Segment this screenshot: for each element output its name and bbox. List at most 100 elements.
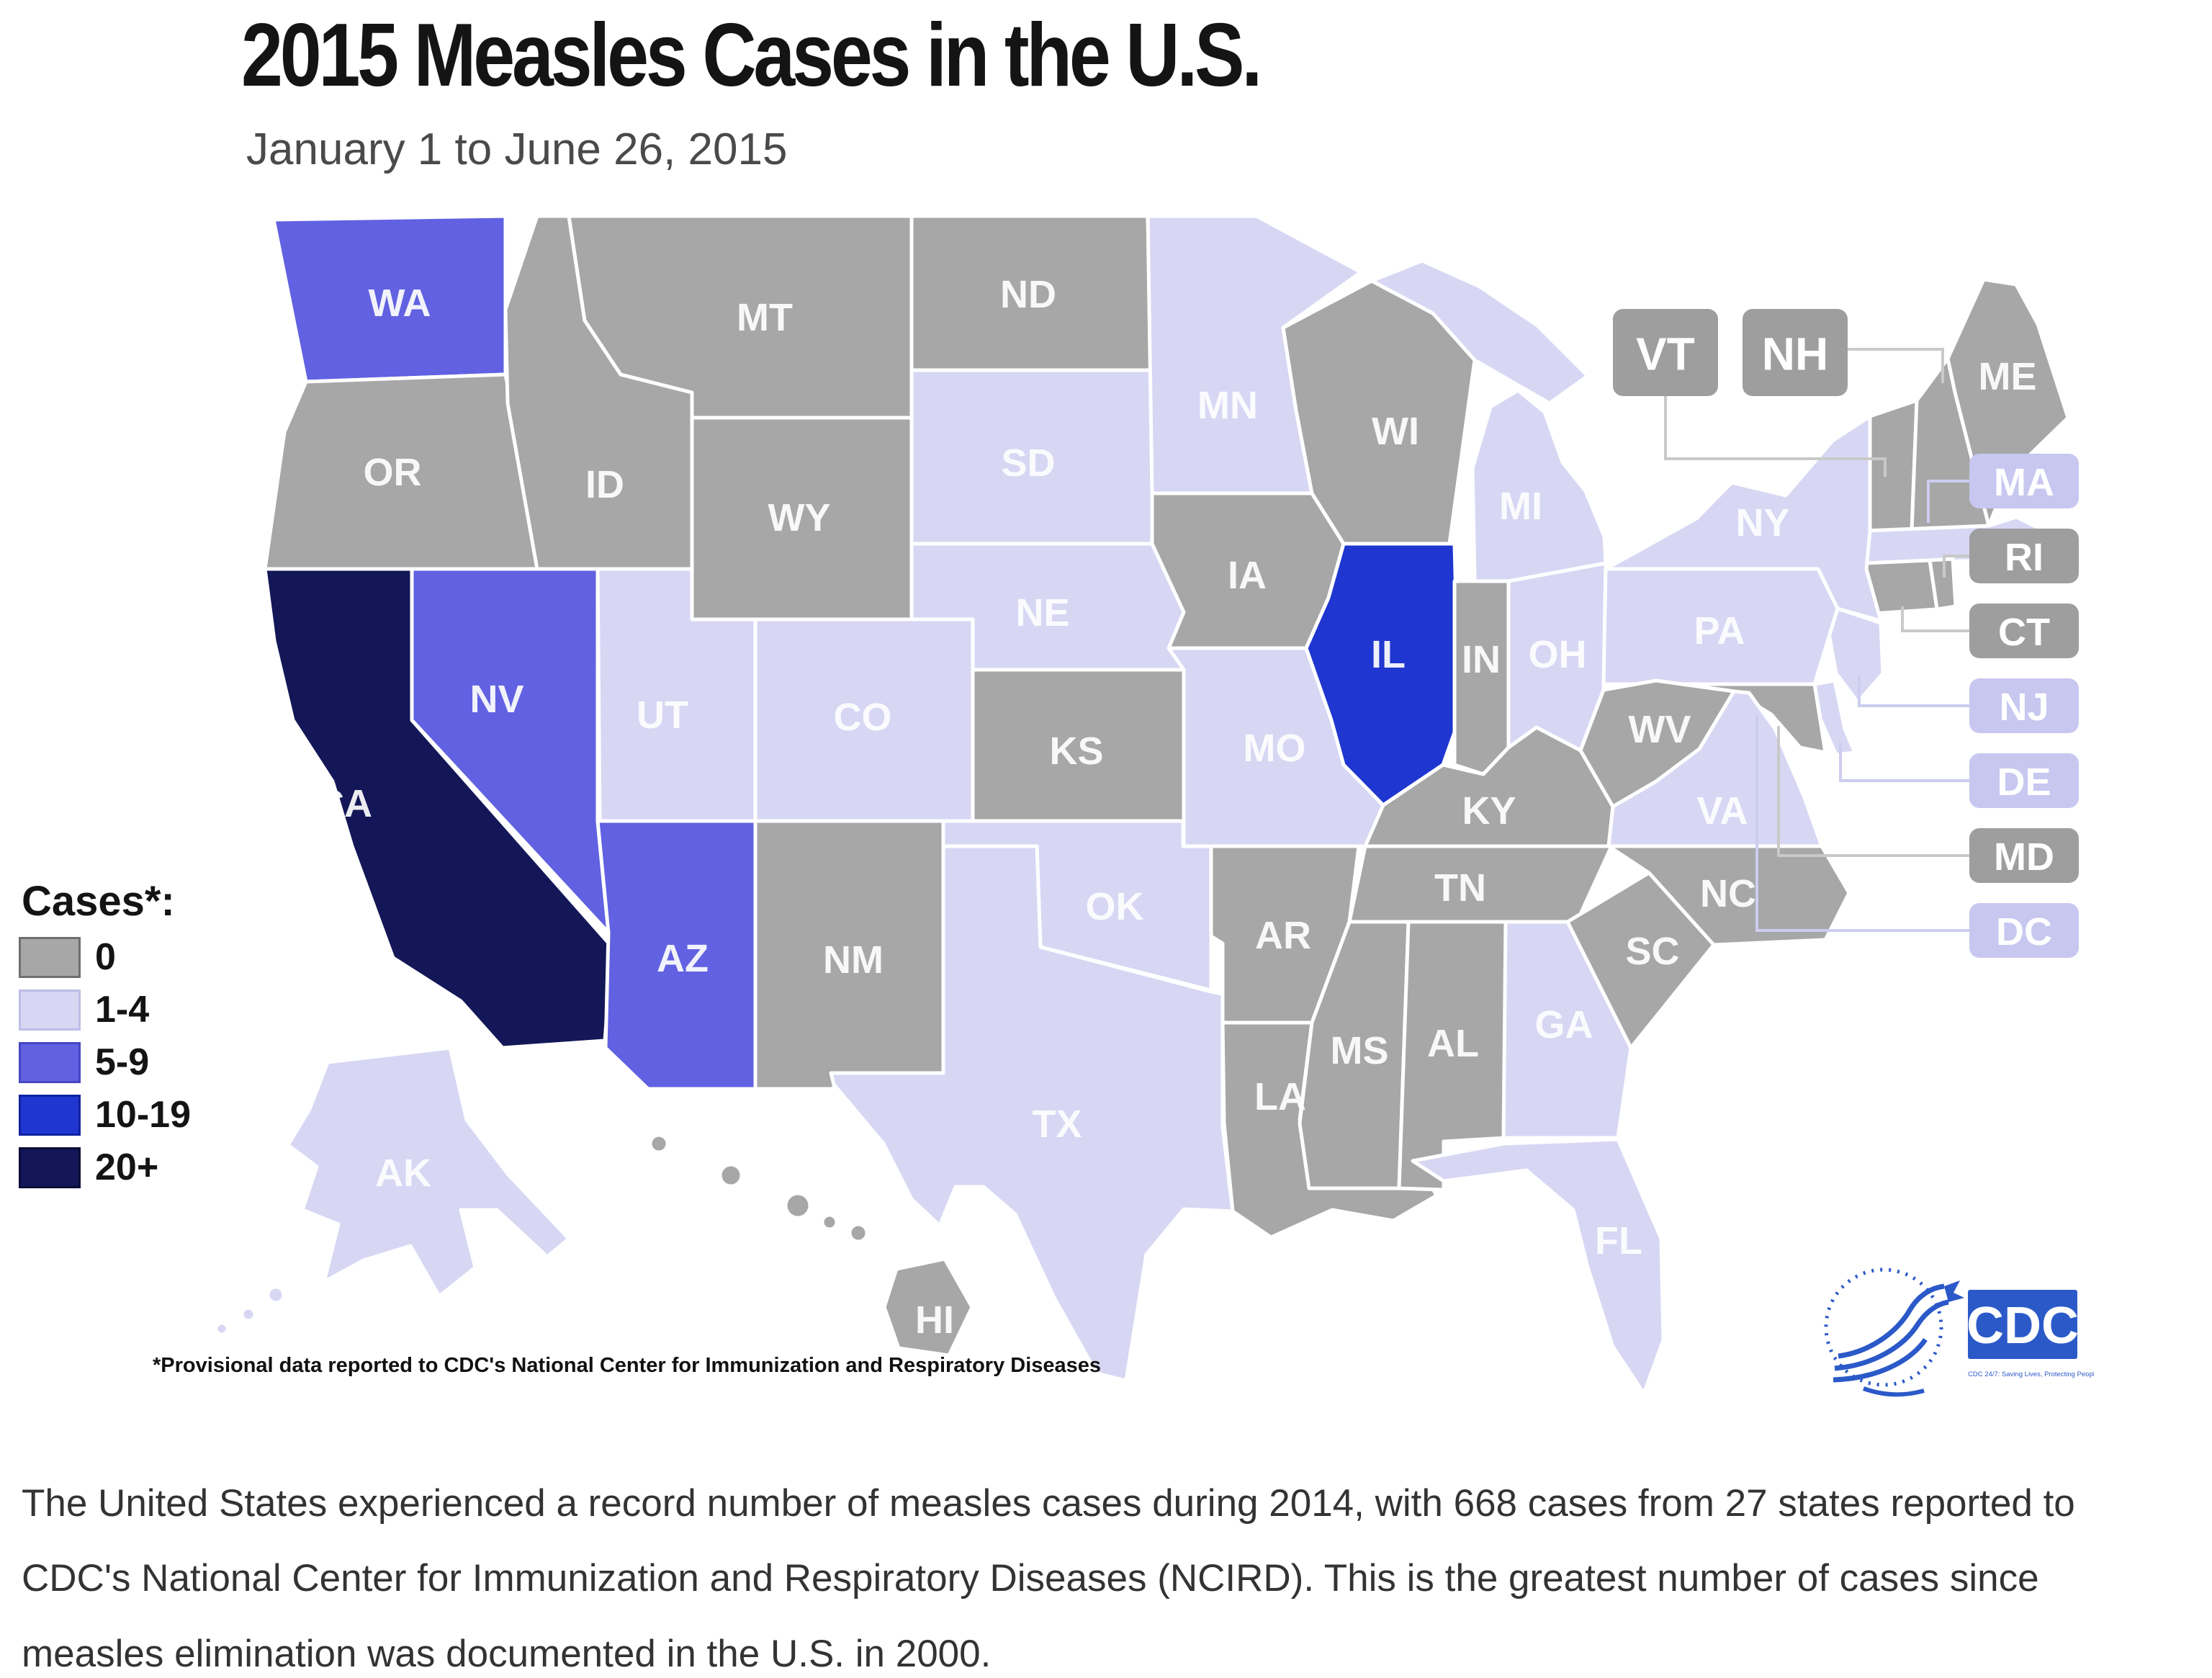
cdc-logo: CDC CDC 24/7: Saving Lives, Protecting P…	[1966, 1290, 2105, 1378]
state-box-label-VT: VT	[1636, 328, 1695, 380]
state-label-FL: FL	[1595, 1219, 1642, 1262]
leader-line-VT	[1664, 396, 1887, 477]
state-box-RI	[1969, 529, 2079, 583]
state-box-VT	[1613, 309, 1718, 396]
state-label-GA: GA	[1535, 1003, 1593, 1046]
leader-line-DE	[1839, 743, 1969, 782]
cdc-hhs-logo: CDC CDC 24/7: Saving Lives, Protecting P…	[1820, 1257, 2105, 1416]
state-label-SD: SD	[1001, 441, 1055, 485]
legend-rows: 0 1-4 5-9 10-19 20+	[19, 936, 191, 1189]
legend-swatch-0	[19, 936, 81, 978]
state-box-label-MD: MD	[1994, 835, 2054, 879]
state-box-label-CT: CT	[1998, 611, 2050, 654]
state-box-NJ	[1969, 678, 2079, 733]
state-label-NV: NV	[469, 678, 523, 721]
state-label-NC: NC	[1700, 872, 1756, 915]
state-label-PA: PA	[1694, 609, 1745, 652]
state-SC	[1565, 871, 1716, 1050]
state-label-NE: NE	[1015, 591, 1069, 634]
state-HI-island	[822, 1214, 837, 1230]
legend-row-1-4: 1-4	[19, 988, 191, 1031]
state-box-MD	[1969, 828, 2079, 883]
state-FL	[1411, 1137, 1665, 1396]
state-label-WY: WY	[768, 496, 831, 539]
map-legend: Cases*: 0 1-4 5-9 10-19 20+	[19, 877, 191, 1198]
state-HI	[882, 1257, 974, 1358]
legend-swatch-1-4	[19, 989, 81, 1031]
state-label-TX: TX	[1032, 1103, 1082, 1146]
state-label-TN: TN	[1434, 866, 1486, 910]
legend-class-label: 5-9	[95, 1041, 150, 1083]
cdc-logo-text: CDC	[1966, 1297, 2079, 1355]
state-AK-island	[241, 1307, 256, 1322]
state-box-label-NH: NH	[1762, 328, 1828, 380]
body-paragraph: The United States experienced a record n…	[22, 1482, 2075, 1675]
cdc-tagline: CDC 24/7: Saving Lives, Protecting Peopl…	[1968, 1370, 2094, 1378]
state-box-label-DE: DE	[1997, 761, 2051, 804]
state-HI-island	[649, 1134, 668, 1153]
state-label-IL: IL	[1371, 633, 1406, 676]
state-label-AL: AL	[1427, 1022, 1479, 1065]
state-NY	[1604, 414, 1883, 623]
leader-line-CT	[1901, 606, 1969, 632]
state-label-MN: MN	[1197, 384, 1258, 427]
leader-line-DC	[1755, 714, 1969, 932]
state-label-MI: MI	[1499, 485, 1542, 528]
state-box-label-RI: RI	[2005, 536, 2044, 579]
state-label-UT: UT	[637, 694, 688, 737]
state-label-AZ: AZ	[657, 937, 709, 980]
state-GA	[1501, 920, 1633, 1140]
state-label-LA: LA	[1254, 1075, 1306, 1118]
state-label-SC: SC	[1625, 930, 1679, 973]
leader-line-MD	[1777, 726, 1969, 857]
state-label-OR: OR	[364, 451, 422, 494]
state-box-NH	[1743, 309, 1848, 396]
legend-row-5-9: 5-9	[19, 1041, 191, 1084]
state-label-WV: WV	[1629, 708, 1691, 751]
legend-swatch-10-19	[19, 1094, 81, 1136]
state-label-VA: VA	[1696, 789, 1748, 833]
state-label-AK: AK	[375, 1152, 431, 1195]
state-box-DC	[1969, 903, 2079, 958]
state-label-NM: NM	[823, 938, 884, 982]
legend-row-10-19: 10-19	[19, 1093, 191, 1136]
state-label-NY: NY	[1735, 501, 1789, 544]
state-label-IN: IN	[1462, 638, 1501, 681]
state-box-label-MA: MA	[1994, 461, 2054, 504]
state-AK-island	[215, 1322, 228, 1335]
state-label-MS: MS	[1331, 1029, 1389, 1072]
legend-row-0: 0	[19, 936, 191, 979]
leader-line-NJ	[1858, 676, 1969, 707]
state-label-ME: ME	[1979, 355, 2037, 398]
state-label-KS: KS	[1049, 730, 1103, 773]
state-VT	[1868, 398, 1919, 533]
state-HI-island	[719, 1164, 742, 1187]
legend-class-label: 1-4	[95, 989, 150, 1031]
state-label-CA: CA	[316, 782, 372, 825]
state-HI-island	[849, 1224, 868, 1242]
legend-class-label: 10-19	[95, 1094, 191, 1136]
provisional-data-footnote: *Provisional data reported to CDC's Nati…	[153, 1354, 1102, 1377]
state-AK	[286, 1046, 571, 1298]
state-label-OK: OK	[1086, 885, 1144, 928]
leader-line-NH	[1848, 348, 1944, 383]
state-box-CT	[1969, 604, 2079, 658]
legend-row-20+: 20+	[19, 1146, 191, 1189]
state-label-CO: CO	[834, 696, 892, 739]
state-AK-island	[267, 1286, 284, 1304]
state-label-WA: WA	[369, 282, 431, 325]
legend-title: Cases*:	[22, 878, 175, 925]
page-title: 2015 Measles Cases in the U.S.	[241, 6, 1262, 105]
state-label-AR: AR	[1255, 914, 1311, 957]
leader-line-MA	[1927, 480, 1969, 523]
leader-line-RI	[1943, 555, 1969, 578]
state-box-label-DC: DC	[1996, 910, 2052, 954]
state-label-KY: KY	[1462, 789, 1516, 833]
hhs-eagle-icon	[1824, 1268, 1964, 1397]
state-label-ID: ID	[585, 463, 624, 506]
legend-swatch-20+	[19, 1147, 81, 1188]
legend-swatch-5-9	[19, 1041, 81, 1083]
legend-class-label: 0	[95, 936, 116, 978]
